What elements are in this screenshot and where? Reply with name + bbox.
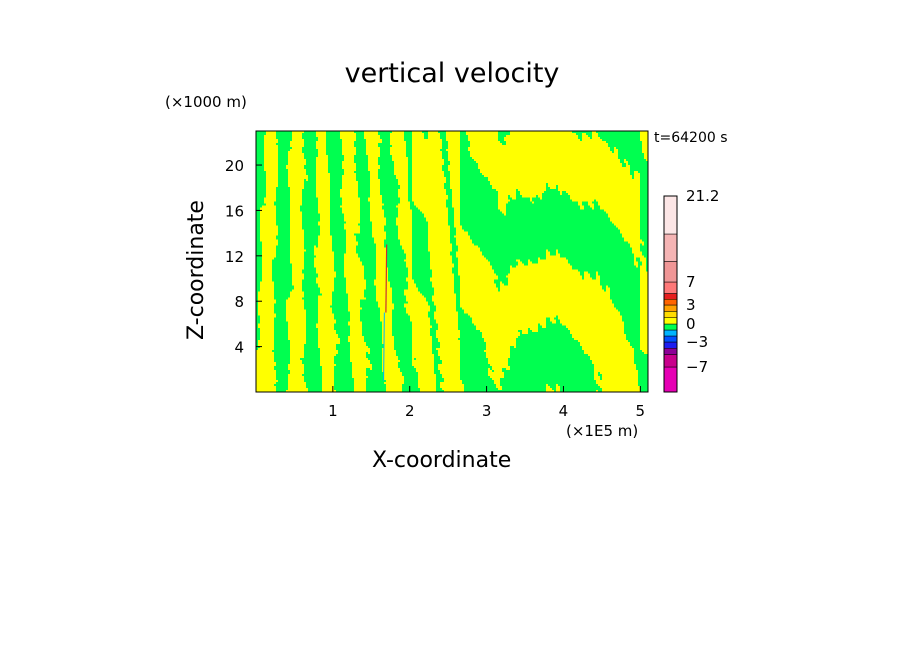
colorbar-label: −3 (686, 333, 708, 351)
colorbar-band (663, 317, 678, 325)
x-tick-label: 1 (328, 402, 338, 420)
y-tick-label: 16 (225, 202, 244, 220)
colorbar-band (663, 366, 678, 393)
colorbar-band (663, 323, 678, 331)
colorbar-band (663, 195, 678, 235)
colorbar-band (663, 329, 678, 337)
colorbar-band (663, 261, 678, 283)
colorbar-label: 7 (686, 273, 696, 291)
colorbar-label: 21.2 (686, 187, 719, 205)
colorbar-band (663, 293, 678, 300)
y-tick-label: 12 (225, 248, 244, 266)
y-tick-label: 4 (234, 339, 244, 357)
colorbar-band (663, 348, 678, 355)
updraft-streak (385, 244, 388, 313)
x-tick-label: 4 (559, 402, 569, 420)
y-tick-label: 20 (225, 157, 244, 175)
colorbar-band (663, 304, 678, 312)
colorbar-band (663, 311, 678, 318)
colorbar-band (663, 233, 678, 262)
colorbar-band (663, 299, 678, 306)
colorbar: 21.2 7 30−3 −7 (663, 187, 719, 393)
colorbar-band (663, 335, 678, 343)
x-axis-label: X-coordinate (372, 448, 512, 473)
velocity-field (256, 131, 648, 392)
plot-frame (255, 130, 649, 393)
x-tick-label: 3 (482, 402, 492, 420)
colorbar-label: 0 (686, 315, 696, 333)
x-axis-ticks: 1 2 3 4 5 (328, 386, 645, 420)
colorbar-label: −7 (686, 358, 708, 376)
y-axis-units: (×1000 m) (165, 93, 247, 111)
colorbar-band (663, 354, 678, 368)
x-tick-label: 2 (405, 402, 415, 420)
downdraft-streak (383, 312, 385, 381)
chart-title: vertical velocity (344, 58, 560, 89)
contour-field (256, 131, 648, 392)
x-tick-label: 5 (636, 402, 646, 420)
y-axis-ticks: 4 8 12 16 20 (225, 157, 262, 357)
colorbar-band (663, 281, 678, 294)
colorbar-band (663, 341, 678, 349)
time-label: t=64200 s (654, 130, 728, 146)
colorbar-label: 3 (686, 296, 696, 314)
x-axis-units: (×1E5 m) (566, 422, 639, 440)
y-tick-label: 8 (234, 293, 244, 311)
colorbar-frame (663, 195, 678, 393)
